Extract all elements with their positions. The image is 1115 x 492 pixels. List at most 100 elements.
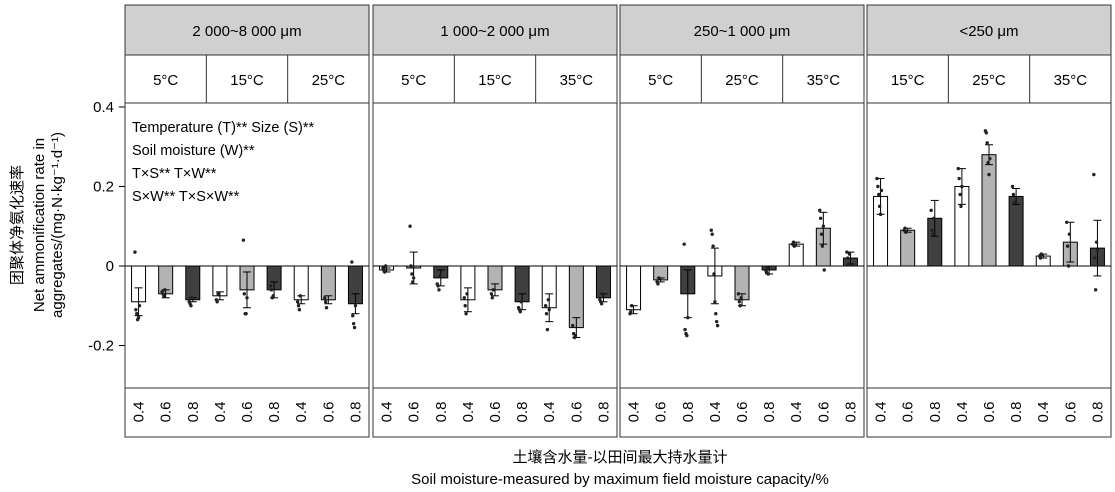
y-axis-label-en-2: aggregates/(mg·N·kg⁻¹·d⁻¹) [49, 132, 66, 318]
moisture-label: 0.8 [433, 402, 450, 423]
data-point [271, 294, 275, 298]
y-axis-label-en-1: Net ammonification rate in [31, 138, 48, 312]
data-point [463, 304, 467, 308]
x-axis-label-en: Soil moisture-measured by maximum field … [411, 471, 829, 488]
data-point [791, 240, 796, 244]
bar [788, 243, 804, 267]
data-point [1093, 256, 1097, 260]
data-point [295, 300, 300, 304]
data-point [189, 304, 193, 308]
data-point [875, 176, 879, 181]
moisture-label: 0.4 [788, 402, 805, 423]
data-point [1092, 172, 1096, 177]
size-strip-label: 2 000~8 000 μm [192, 23, 301, 40]
moisture-label: 0.8 [1089, 402, 1106, 423]
data-point [877, 192, 881, 197]
moisture-label: 0.8 [761, 402, 778, 423]
data-point [1010, 184, 1015, 189]
data-point [657, 276, 661, 280]
moisture-label: 0.4 [379, 402, 396, 423]
temperature-label: 35°C [807, 72, 841, 89]
data-point [1066, 264, 1071, 268]
moisture-label: 0.8 [514, 402, 531, 423]
temperature-label: 25°C [972, 72, 1006, 89]
temperature-label: 5°C [401, 72, 426, 89]
moisture-label: 0.8 [347, 402, 364, 423]
data-point [959, 204, 963, 209]
moisture-strip [372, 387, 618, 438]
y-tick-label: 0 [106, 258, 114, 275]
data-point [879, 188, 884, 193]
moisture-label: 0.4 [131, 402, 148, 423]
moisture-label: 0.6 [158, 402, 175, 423]
moisture-label: 0.6 [900, 402, 917, 423]
size-strip [124, 4, 370, 56]
data-point [324, 306, 329, 310]
data-point [877, 204, 882, 209]
data-point [630, 304, 634, 308]
data-point [351, 313, 355, 318]
size-strip-label: 250~1 000 μm [694, 23, 791, 40]
moisture-label: 0.6 [653, 402, 670, 423]
temperature-label: 35°C [560, 72, 594, 89]
moisture-strip [866, 387, 1112, 438]
data-point [543, 304, 548, 308]
data-point [932, 216, 936, 220]
data-point [323, 300, 328, 304]
moisture-label: 0.4 [626, 402, 643, 423]
data-point [685, 333, 689, 338]
moisture-label: 0.6 [568, 402, 585, 423]
data-point [269, 288, 274, 292]
data-point [818, 216, 823, 220]
data-point [353, 304, 358, 308]
data-point [350, 260, 354, 264]
data-point [656, 282, 660, 286]
moisture-label: 0.4 [541, 402, 558, 423]
plot-area [124, 102, 370, 389]
data-point [518, 310, 523, 314]
moisture-label: 0.8 [842, 402, 859, 423]
data-point [438, 274, 442, 278]
data-point [714, 319, 719, 324]
bar [981, 154, 997, 267]
data-point [1011, 192, 1016, 197]
moisture-label: 0.4 [873, 402, 890, 423]
moisture-strip [619, 387, 865, 438]
size-strip [372, 4, 618, 56]
data-point [135, 312, 139, 316]
temperature-label: 5°C [648, 72, 673, 89]
data-point [904, 230, 908, 234]
data-point [715, 323, 720, 328]
data-point [739, 296, 743, 300]
plot-area [372, 102, 618, 389]
temperature-label: 25°C [725, 72, 759, 89]
data-point [984, 131, 988, 135]
data-point [1094, 240, 1099, 244]
moisture-label: 0.8 [595, 402, 612, 423]
temperature-strip [619, 54, 865, 104]
y-tick-label: -0.2 [88, 338, 114, 355]
moisture-strip [124, 387, 370, 438]
data-point [544, 312, 549, 316]
data-point [846, 256, 850, 260]
data-point [216, 292, 220, 296]
temperature-label: 15°C [478, 72, 512, 89]
data-point [820, 244, 825, 248]
moisture-label: 0.6 [487, 402, 504, 423]
moisture-label: 0.6 [320, 402, 337, 423]
y-axis-title: 团聚体净氨化速率 Net ammonification rate in aggr… [8, 132, 66, 318]
moisture-label: 0.4 [1035, 402, 1052, 423]
data-point [133, 250, 137, 254]
data-point [383, 270, 387, 274]
moisture-label: 0.4 [954, 402, 971, 423]
data-point [958, 192, 962, 197]
data-point [819, 232, 824, 236]
data-point [215, 300, 219, 304]
data-point [736, 292, 741, 296]
size-strip-label: 1 000~2 000 μm [440, 23, 549, 40]
data-point [546, 298, 551, 302]
temperature-label: 5°C [153, 72, 178, 89]
y-tick-label: 0.2 [93, 179, 114, 196]
data-point [737, 300, 741, 304]
